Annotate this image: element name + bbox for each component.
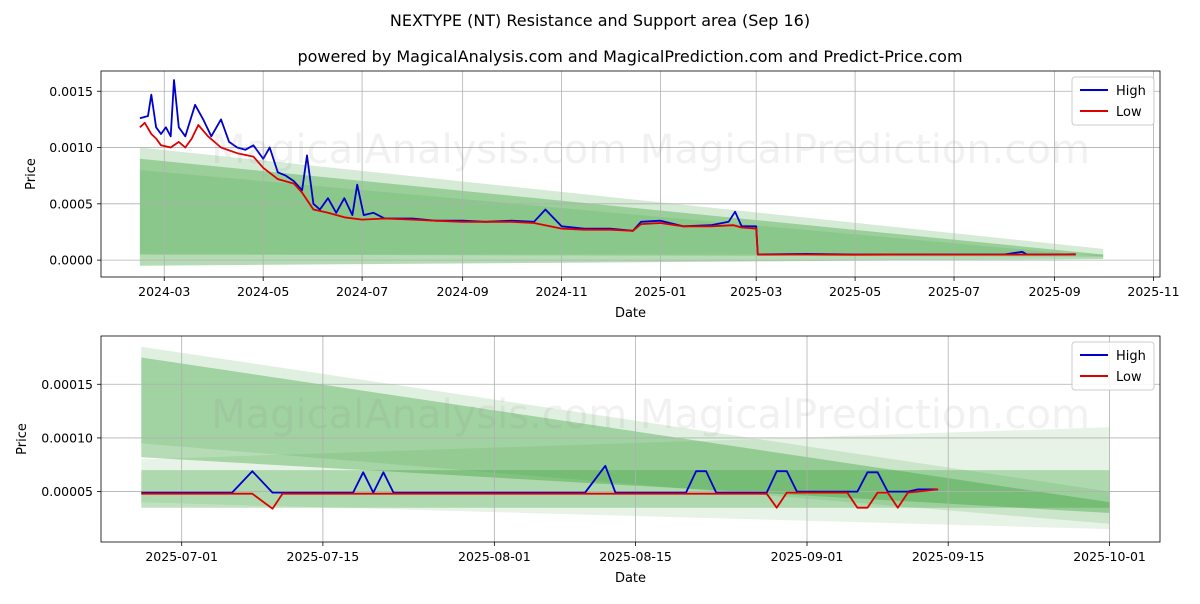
band-1 [139,147,1104,257]
x-tick-label: 2025-09-15 [912,549,985,564]
x-axis-label: Date [615,306,646,321]
series [139,79,1076,256]
band-1 [141,470,1110,508]
series [141,464,939,510]
y-tick-label: 0.0015 [49,84,93,99]
chart-title: NEXTYPE (NT) Resistance and Support area… [390,11,810,30]
x-tick-label: 2025-07-15 [287,549,360,564]
y-axis-label: Price [24,158,39,190]
grid: 2024-03 2024-05 2024-07 2024-09 2024-11 2025-… [49,71,1180,299]
x-tick-label: 2024-03 [138,284,190,299]
series-high-line [139,79,1076,256]
band-0 [139,158,1104,266]
x-tick-label: 2024-11 [535,284,587,299]
x-tick-label: 2025-01 [634,284,686,299]
legend: High Low [1071,341,1155,391]
legend-label-low: Low [1116,370,1142,385]
band-2 [141,346,1110,524]
series-low-line [139,121,1076,256]
y-tick-label: 0.00010 [41,430,93,445]
y-tick-label: 0.00015 [41,377,93,392]
support-resistance-bands [141,346,1110,530]
bottom-panel: 2025-07-01 2025-07-15 2025-08-01 2025-08-15… [15,335,1161,586]
x-axis-label: Date [615,571,646,586]
grid: 2025-07-01 2025-07-15 2025-08-01 2025-08-15… [41,336,1160,564]
y-tick-label: 0.00005 [41,484,93,499]
legend-label-high: High [1116,349,1146,364]
legend-label-high: High [1116,84,1146,99]
chart-subtitle: powered by MagicalAnalysis.com and Magic… [297,47,962,66]
x-tick-label: 2025-07-01 [145,549,218,564]
band-3 [141,427,1110,530]
y-tick-label: 0.0000 [49,253,93,268]
x-tick-label: 2025-10-01 [1073,549,1146,564]
watermark: MagicalAnalysis.com MagicalPrediction.co… [211,392,1090,438]
plot-frame [100,70,1161,278]
x-tick-label: 2025-05 [829,284,881,299]
x-tick-label: 2024-05 [237,284,289,299]
x-tick-label: 2025-09 [1028,284,1080,299]
x-tick-label: 2025-09-01 [771,549,844,564]
plot-frame [100,335,1161,543]
y-axis-label: Price [15,423,30,455]
y-tick-label: 0.0005 [49,196,93,211]
x-tick-label: 2025-08-01 [458,549,531,564]
top-panel: 2024-03 2024-05 2024-07 2024-09 2024-11 2025-… [24,70,1180,321]
y-tick-label: 0.0010 [49,140,93,155]
x-tick-label: 2025-11 [1127,284,1179,299]
watermark: MagicalAnalysis.com MagicalPrediction.co… [211,127,1090,173]
x-tick-label: 2025-08-15 [599,549,672,564]
x-tick-label: 2024-09 [437,284,489,299]
x-tick-label: 2025-03 [730,284,782,299]
x-tick-label: 2024-07 [336,284,388,299]
legend: High Low [1071,76,1155,126]
series-high-line [141,464,939,494]
series-low-line [141,488,939,510]
legend-label-low: Low [1116,105,1142,120]
x-tick-label: 2025-07 [928,284,980,299]
support-resistance-bands [139,147,1104,266]
band-2 [139,170,1104,257]
